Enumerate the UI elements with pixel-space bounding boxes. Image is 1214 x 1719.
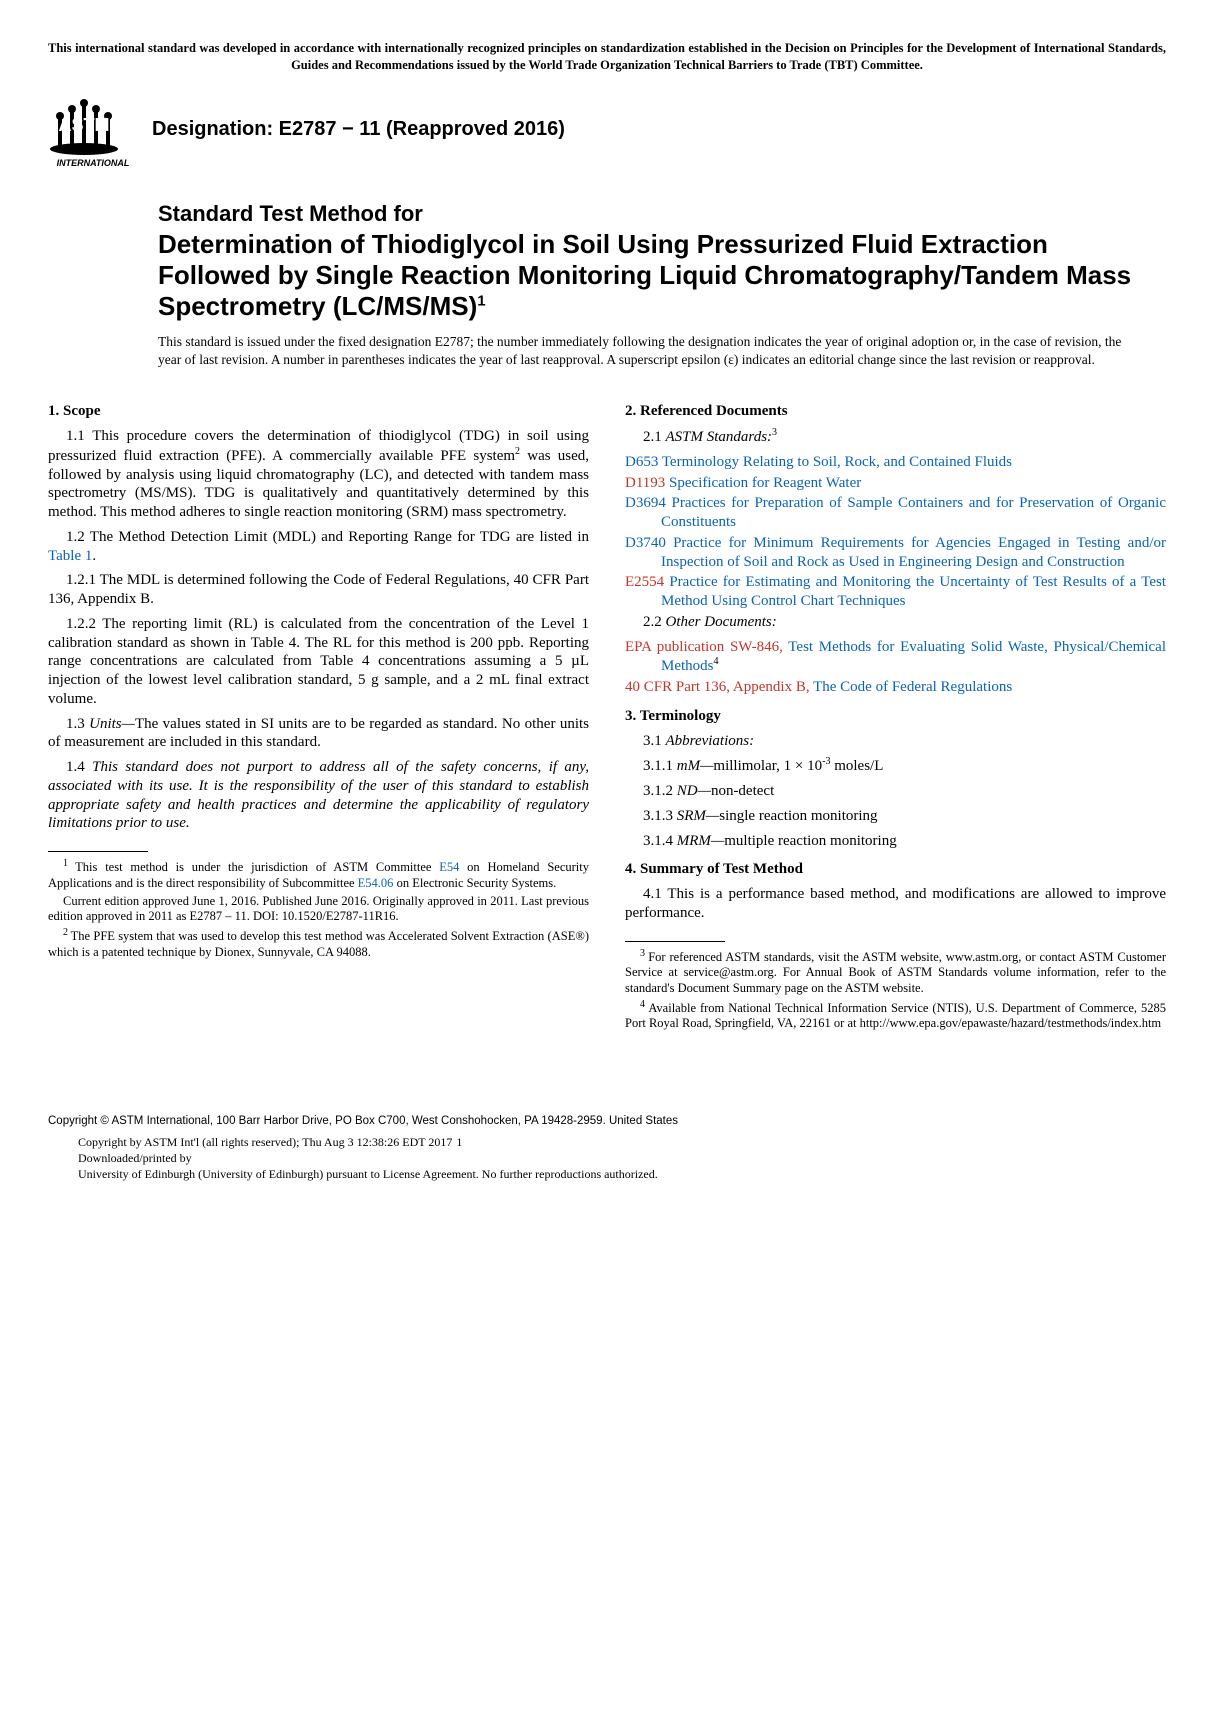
ref-code-link[interactable]: D3694	[625, 495, 672, 511]
other-doc-2: 40 CFR Part 136, Appendix B, The Code of…	[625, 678, 1166, 697]
title-main: Determination of Thiodiglycol in Soil Us…	[158, 229, 1166, 321]
two-column-body: 1. Scope 1.1 This procedure covers the d…	[48, 402, 1166, 1034]
scope-heading: 1. Scope	[48, 402, 589, 421]
footnote-3: 3 For referenced ASTM standards, visit t…	[625, 948, 1166, 997]
para-2-1: 2.1 ASTM Standards:3	[625, 427, 1166, 447]
cfr-title-link[interactable]: The Code of Federal Regulations	[813, 679, 1012, 695]
other-doc-1: EPA publication SW-846, Test Methods for…	[625, 638, 1166, 677]
left-column: 1. Scope 1.1 This procedure covers the d…	[48, 402, 589, 1034]
ref-code-link[interactable]: D653	[625, 454, 662, 470]
page-footer: Copyright © ASTM International, 100 Barr…	[48, 1114, 1166, 1182]
ref-code-link[interactable]: D3740	[625, 535, 673, 551]
para-2-2: 2.2 Other Documents:	[625, 613, 1166, 632]
footnote-4: 4 Available from National Technical Info…	[625, 999, 1166, 1032]
ref-item: D653 Terminology Relating to Soil, Rock,…	[625, 453, 1166, 472]
ref-title-link[interactable]: Specification for Reagent Water	[669, 475, 861, 491]
top-notice: This international standard was develope…	[48, 40, 1166, 74]
logo-text: ASTM	[59, 115, 110, 135]
copyright-line: Copyright © ASTM International, 100 Barr…	[48, 1114, 1166, 1130]
page-number: 1	[456, 1135, 462, 1149]
para-1-4: 1.4 This standard does not purport to ad…	[48, 758, 589, 833]
footnote-rule-right	[625, 941, 725, 942]
ref-code-link[interactable]: D1193	[625, 475, 669, 491]
term-3-1-4: 3.1.4 MRM—multiple reaction monitoring	[625, 832, 1166, 851]
astm-logo: ASTM INTERNATIONAL	[48, 90, 138, 170]
footnote-1b: Current edition approved June 1, 2016. P…	[48, 894, 589, 925]
footnote-2: 2 The PFE system that was used to develo…	[48, 927, 589, 960]
term-3-1-3: 3.1.3 SRM—single reaction monitoring	[625, 807, 1166, 826]
ref-title-link[interactable]: Practices for Preparation of Sample Cont…	[661, 495, 1166, 530]
astm-refs-list: D653 Terminology Relating to Soil, Rock,…	[625, 453, 1166, 611]
term-3-1-1: 3.1.1 mM—millimolar, 1 × 10-3 moles/L	[625, 756, 1166, 776]
ref-title-link[interactable]: Terminology Relating to Soil, Rock, and …	[662, 454, 1012, 470]
term-3-1-2: 3.1.2 ND—non-detect	[625, 782, 1166, 801]
epa-sw846-link[interactable]: EPA publication SW-846,	[625, 639, 783, 655]
ref-item: E2554 Practice for Estimating and Monito…	[625, 573, 1166, 611]
subcommittee-link[interactable]: E54.06	[358, 876, 394, 890]
para-1-2-2: 1.2.2 The reporting limit (RL) is calcul…	[48, 615, 589, 709]
refdocs-heading: 2. Referenced Documents	[625, 402, 1166, 421]
title-main-text: Determination of Thiodiglycol in Soil Us…	[158, 229, 1131, 320]
download-line2: Downloaded/printed by	[78, 1150, 1166, 1166]
para-4-1: 4.1 This is a performance based method, …	[625, 885, 1166, 923]
para-1-2: 1.2 The Method Detection Limit (MDL) and…	[48, 528, 589, 566]
table1-link[interactable]: Table 1	[48, 548, 92, 564]
ref-item: D3694 Practices for Preparation of Sampl…	[625, 494, 1166, 532]
footnote-rule	[48, 851, 148, 852]
issuance-note: This standard is issued under the fixed …	[158, 333, 1126, 368]
logo-sub: INTERNATIONAL	[57, 158, 130, 168]
ref-item: D1193 Specification for Reagent Water	[625, 474, 1166, 493]
ref-item: D3740 Practice for Minimum Requirements …	[625, 534, 1166, 572]
title-super: 1	[477, 292, 485, 309]
terminology-heading: 3. Terminology	[625, 707, 1166, 726]
ref-title-link[interactable]: Practice for Estimating and Monitoring t…	[661, 574, 1166, 609]
download-line3: University of Edinburgh (University of E…	[78, 1166, 1166, 1182]
designation: Designation: E2787 − 11 (Reapproved 2016…	[152, 117, 565, 142]
title-block: Standard Test Method for Determination o…	[158, 200, 1166, 322]
ref-title-link[interactable]: Practice for Minimum Requirements for Ag…	[661, 535, 1166, 570]
committee-e54-link[interactable]: E54	[439, 860, 459, 874]
para-1-3: 1.3 Units—The values stated in SI units …	[48, 715, 589, 753]
para-1-1: 1.1 This procedure covers the determinat…	[48, 427, 589, 522]
footnote-1: 1 This test method is under the jurisdic…	[48, 858, 589, 891]
summary-heading: 4. Summary of Test Method	[625, 860, 1166, 879]
header-block: ASTM INTERNATIONAL Designation: E2787 − …	[48, 90, 1166, 170]
download-line1: Copyright by ASTM Int'l (all rights rese…	[78, 1134, 1166, 1150]
para-1-2-1: 1.2.1 The MDL is determined following th…	[48, 571, 589, 609]
cfr-link[interactable]: 40 CFR Part 136, Appendix B,	[625, 679, 810, 695]
title-line1: Standard Test Method for	[158, 200, 1166, 228]
right-column: 2. Referenced Documents 2.1 ASTM Standar…	[625, 402, 1166, 1034]
ref-code-link[interactable]: E2554	[625, 574, 669, 590]
para-3-1: 3.1 Abbreviations:	[625, 732, 1166, 751]
